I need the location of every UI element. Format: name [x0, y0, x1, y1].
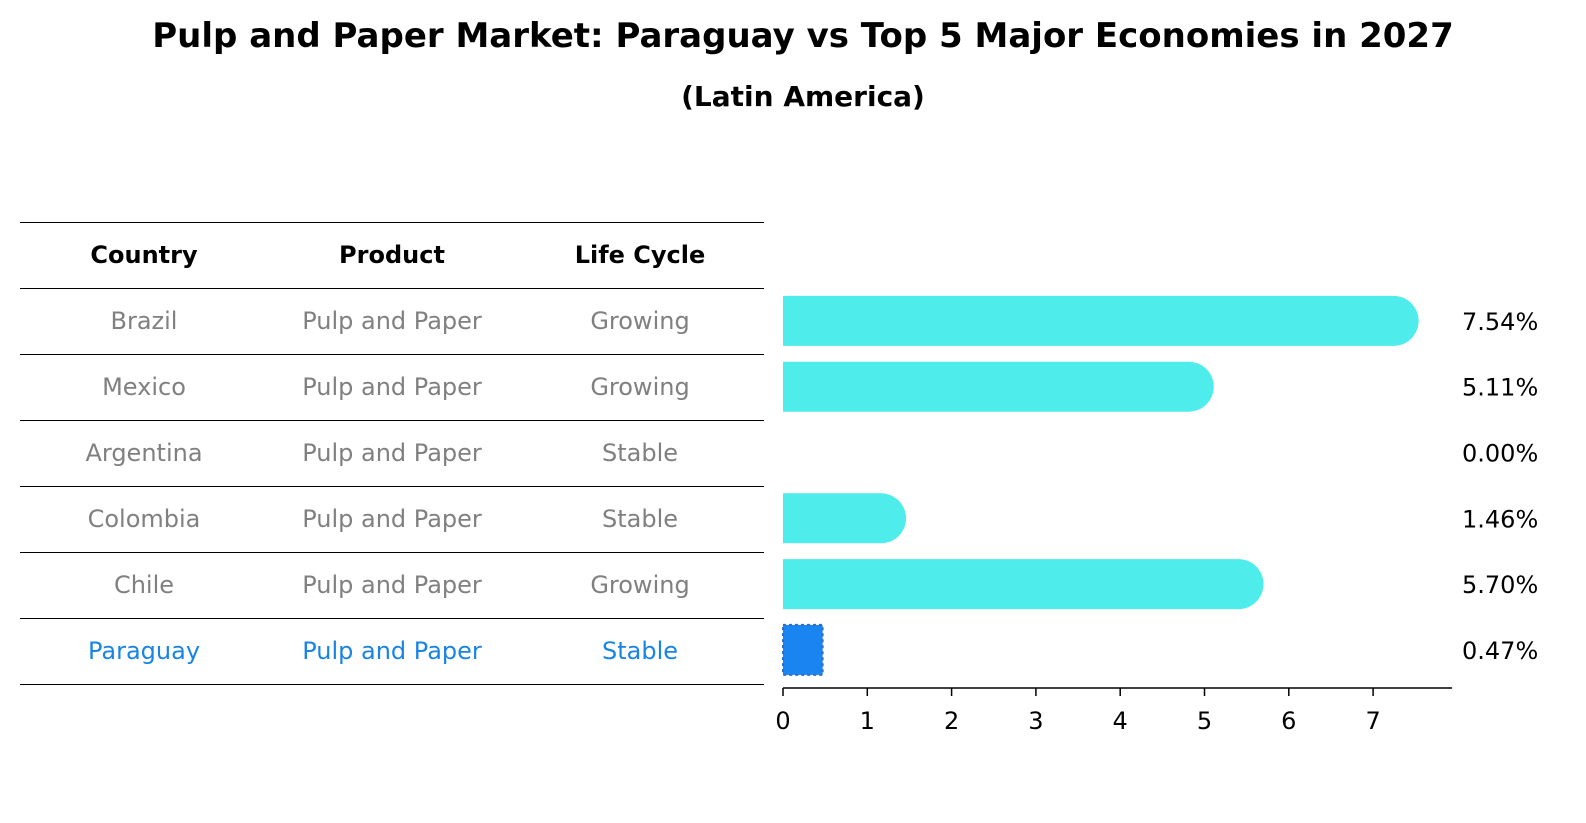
table-cell: Growing — [590, 373, 690, 401]
x-tick-label: 3 — [1028, 707, 1043, 735]
x-tick-label: 4 — [1113, 707, 1128, 735]
table-cell: Paraguay — [87, 637, 201, 665]
chart-title: Pulp and Paper Market: Paraguay vs Top 5… — [152, 16, 1454, 56]
table-cell: Colombia — [87, 505, 201, 533]
table-rule — [20, 486, 764, 487]
table-rule — [20, 684, 764, 685]
bar-brazil — [783, 295, 1419, 346]
table-cell: Growing — [590, 571, 690, 599]
x-tick-label: 5 — [1197, 707, 1212, 735]
bar-mexico — [783, 361, 1214, 412]
value-label-paraguay: 0.47% — [1462, 637, 1538, 665]
table-header-cell: Life Cycle — [574, 241, 706, 269]
table-rule — [20, 222, 764, 223]
table-cell: Stable — [601, 439, 679, 467]
value-label-colombia: 1.46% — [1462, 505, 1538, 533]
value-label-brazil: 7.54% — [1462, 308, 1538, 336]
x-tick-label: 7 — [1365, 707, 1380, 735]
table-rule — [20, 288, 764, 289]
x-tick-label: 1 — [860, 707, 875, 735]
table-rule — [20, 420, 764, 421]
table-cell: Pulp and Paper — [302, 505, 482, 533]
bar-paraguay — [782, 623, 824, 676]
bar-chile — [783, 559, 1264, 610]
table-cell: Growing — [590, 307, 690, 335]
table-cell: Pulp and Paper — [302, 637, 482, 665]
bar-colombia — [783, 493, 907, 544]
table-cell: Pulp and Paper — [302, 307, 482, 335]
table-cell: Mexico — [102, 373, 186, 401]
value-label-mexico: 5.11% — [1462, 374, 1538, 402]
table-cell: Pulp and Paper — [302, 373, 482, 401]
value-label-argentina: 0.00% — [1462, 440, 1538, 468]
table-rule — [20, 618, 764, 619]
table-cell: Argentina — [85, 439, 203, 467]
table-rule — [20, 552, 764, 553]
chart-subtitle: (Latin America) — [681, 80, 925, 113]
table-cell: Brazil — [110, 307, 178, 335]
table-rule — [20, 354, 764, 355]
table-header-cell: Country — [90, 241, 198, 269]
table-header-cell: Product — [339, 241, 445, 269]
value-label-chile: 5.70% — [1462, 571, 1538, 599]
table-cell: Stable — [601, 637, 679, 665]
x-tick-label: 6 — [1281, 707, 1296, 735]
table-cell: Chile — [113, 571, 175, 599]
x-tick-label: 2 — [944, 707, 959, 735]
table-cell: Stable — [601, 505, 679, 533]
x-tick-label: 0 — [775, 707, 790, 735]
table-cell: Pulp and Paper — [302, 571, 482, 599]
table-cell: Pulp and Paper — [302, 439, 482, 467]
